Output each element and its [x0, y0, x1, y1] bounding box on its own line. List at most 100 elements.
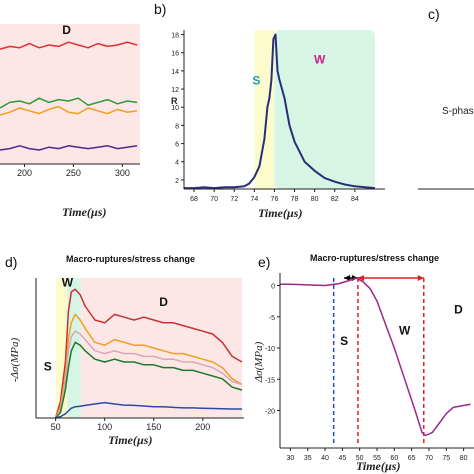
panel-a-zone-label-d: D — [62, 23, 71, 37]
panel-d: d) Macro-ruptures/stress change S W D 50… — [5, 254, 244, 447]
panel-d-series-line-3 — [54, 330, 243, 419]
panel-d-shade-d — [81, 278, 243, 418]
panel-b-zone-label-s: S — [252, 74, 260, 88]
panel-e-x-axis-label: Time(µs) — [356, 459, 400, 473]
panel-c-label: c) — [428, 6, 440, 22]
panel-e-x-tick-label: 45 — [338, 455, 346, 462]
panel-e-y-axis-label: Δσ(MPa) — [253, 341, 265, 383]
panel-a-x-tick-label: 250 — [66, 168, 81, 178]
panel-d-series-line-4 — [55, 341, 243, 419]
panel-b-y-tick-label: 14 — [171, 69, 179, 76]
panel-e: e) Macro-ruptures/stress change S W D 30… — [253, 253, 474, 473]
panel-d-title: Macro-ruptures/stress change — [66, 254, 195, 264]
panel-d-label: d) — [5, 254, 17, 270]
panel-b-x-tick-label: 82 — [331, 196, 339, 203]
panel-d-zone-label-s: S — [44, 359, 52, 373]
panel-b-x-tick-label: 74 — [250, 196, 258, 203]
panel-a-series-line-2 — [0, 97, 138, 109]
panel-b-series-line-1 — [184, 33, 375, 190]
panel-e-x-tick-label: 30 — [286, 455, 294, 462]
panel-e-zone-label-d: D — [454, 303, 463, 317]
panel-e-y-ticks: 0 -5 -10 -15 -20 — [265, 284, 280, 416]
panel-a-series — [0, 41, 138, 151]
panel-b-y-tick-label: 16 — [171, 51, 179, 58]
panel-d-shade-w — [67, 278, 82, 418]
panel-b-y-axis-label: R — [171, 96, 178, 106]
panel-e-x-tick-label: 75 — [442, 455, 450, 462]
panel-d-x-ticks: 50 100 150 200 — [51, 418, 210, 432]
panel-c: c) S-phas — [418, 6, 474, 190]
panel-a-shade-d — [0, 24, 140, 164]
panel-d-x-tick-label: 100 — [97, 422, 112, 432]
panel-e-zone-label-s: S — [340, 334, 348, 348]
panel-a-x-axis-label: Time(µs) — [62, 205, 106, 219]
panel-d-y-axis-label: -Δσ(MPa) — [9, 338, 21, 383]
panel-e-x-tick-label: 40 — [321, 455, 329, 462]
panel-e-y-tick-label: 0 — [271, 284, 275, 291]
panel-e-x-tick-label: 60 — [390, 455, 398, 462]
panel-d-series-line-2 — [54, 313, 243, 419]
panel-d-x-tick-label: 150 — [146, 422, 161, 432]
panel-b-x-tick-label: 78 — [291, 196, 299, 203]
panel-b-y-tick-label: 10 — [171, 105, 179, 112]
panel-d-shade-s — [55, 278, 68, 418]
panel-e-y-tick-label: -5 — [269, 315, 275, 322]
panel-e-title: Macro-ruptures/stress change — [310, 253, 439, 263]
panel-b-x-tick-label: 80 — [311, 196, 319, 203]
panel-d-x-tick-label: 50 — [51, 422, 61, 432]
panel-e-arrowhead-left-2 — [357, 275, 364, 281]
panel-e-x-tick-label: 55 — [373, 455, 381, 462]
panel-e-series-line-1 — [280, 277, 471, 437]
panel-d-series-line-1 — [54, 288, 243, 419]
panel-e-x-ticks: 30 35 40 45 50 55 60 65 70 75 80 — [286, 448, 468, 462]
panel-b-y-tick-label: 12 — [171, 87, 179, 94]
panel-b-y-ticks: 2 4 6 8 10 12 14 16 18 — [171, 33, 184, 185]
panel-b-label: b) — [154, 1, 166, 17]
panel-e-label: e) — [258, 254, 270, 270]
panel-d-series — [54, 288, 243, 419]
panel-d-shading — [55, 278, 243, 418]
panel-b-series — [184, 33, 375, 190]
panel-a-series-line-3 — [0, 105, 138, 116]
panel-e-x-tick-label: 65 — [408, 455, 416, 462]
panel-b-zone-label-w: W — [314, 53, 326, 67]
panel-e-x-tick-label: 50 — [356, 455, 364, 462]
panel-c-text: S-phas — [442, 106, 474, 117]
panel-a-series-line-1 — [0, 41, 138, 50]
panel-a-shading — [0, 24, 140, 164]
panel-b: b) S W 68 70 72 74 76 78 80 82 84 24681012141618… — [154, 1, 385, 220]
panel-a: D 200 250 300 Time(µs) — [0, 23, 140, 219]
panel-b-x-tick-label: 76 — [271, 196, 279, 203]
panel-b-shade-s — [254, 30, 275, 189]
panel-b-y-tick-label: 4 — [175, 160, 179, 167]
panel-b-x-axis-label: Time(µs) — [258, 206, 302, 220]
panel-e-series — [280, 277, 471, 437]
panel-a-x-tick-label: 200 — [17, 168, 32, 178]
panel-e-x-tick-label: 80 — [460, 455, 468, 462]
panel-e-y-tick-label: -15 — [265, 377, 275, 384]
panel-b-x-tick-label: 68 — [190, 196, 198, 203]
panel-d-zone-label-d: D — [159, 295, 168, 309]
panel-e-y-tick-label: -20 — [265, 409, 275, 416]
panel-e-x-tick-label: 70 — [425, 455, 433, 462]
panel-d-x-tick-label: 200 — [195, 422, 210, 432]
panel-b-shade-w — [274, 30, 375, 189]
panel-b-x-tick-label: 70 — [210, 196, 218, 203]
panel-e-zone-label-w: W — [399, 323, 411, 337]
panel-e-x-tick-label: 35 — [304, 455, 312, 462]
panel-e-arrowhead-right-2 — [417, 275, 424, 281]
panel-d-zone-label-w: W — [62, 275, 74, 289]
panel-e-y-tick-label: -10 — [265, 346, 275, 353]
panel-b-x-tick-label: 72 — [230, 196, 238, 203]
panel-a-x-ticks: 200 250 300 — [17, 164, 130, 178]
panel-b-y-tick-label: 6 — [175, 142, 179, 149]
panel-e-markers — [332, 278, 425, 446]
panel-d-series-line-5 — [55, 401, 242, 419]
panel-b-x-ticks: 68 70 72 74 76 78 80 82 84 — [190, 189, 359, 203]
panel-b-y-tick-label: 8 — [175, 123, 179, 130]
panel-a-x-tick-label: 300 — [115, 168, 130, 178]
panel-b-shading — [254, 30, 375, 189]
panel-b-x-tick-label: 84 — [351, 196, 359, 203]
panel-b-y-tick-label: 18 — [171, 33, 179, 40]
